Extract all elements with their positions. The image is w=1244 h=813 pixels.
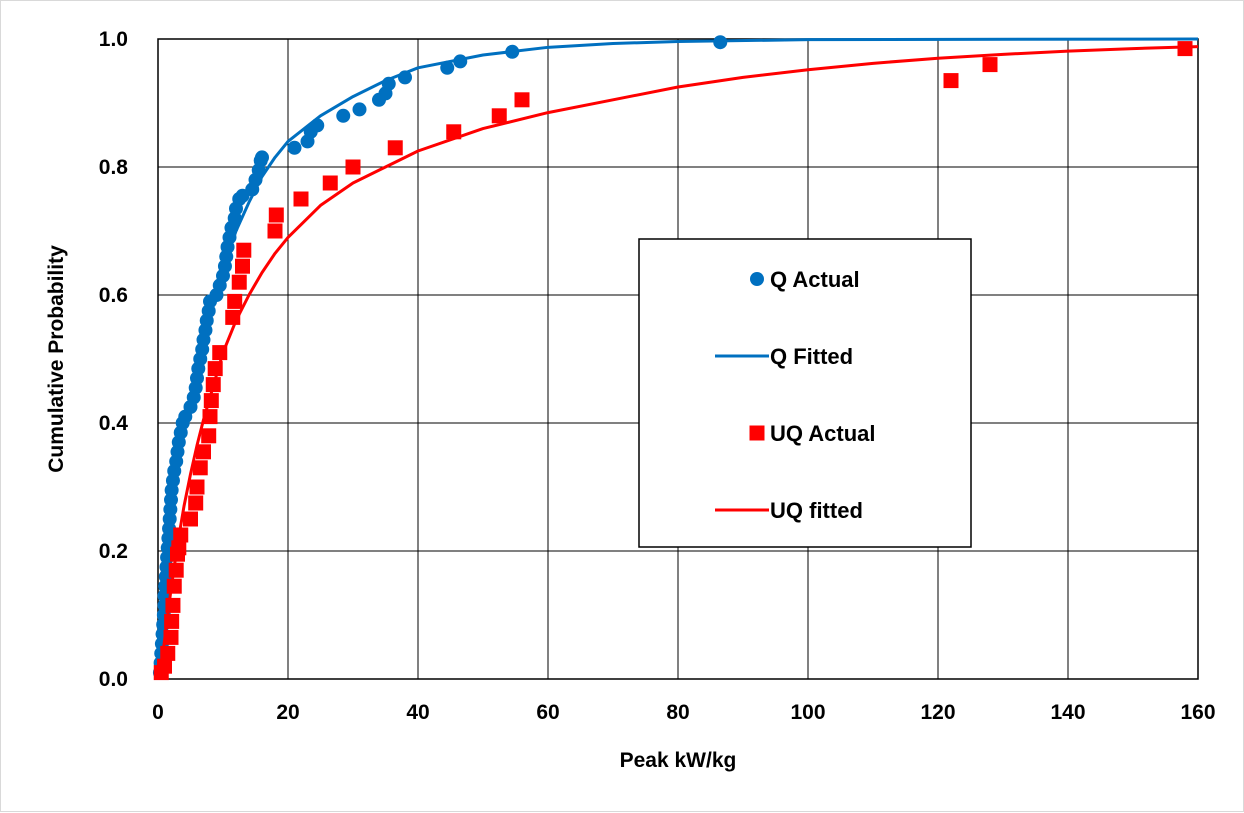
data-point (322, 175, 338, 191)
x-tick-label: 80 (666, 701, 689, 724)
x-axis-ticks: 0 20 40 60 80 100 120 140 160 (152, 701, 1215, 724)
data-point (188, 495, 204, 511)
data-point (514, 92, 530, 108)
data-point (166, 578, 182, 594)
y-tick-label: 0.4 (99, 412, 129, 435)
x-tick-label: 160 (1180, 701, 1215, 724)
y-tick-label: 0.6 (99, 284, 128, 307)
data-point (201, 428, 217, 444)
data-point (1177, 41, 1193, 57)
data-point (446, 124, 462, 140)
legend-label: UQ fitted (770, 498, 863, 523)
y-tick-label: 0.0 (99, 668, 128, 691)
data-point (231, 274, 247, 290)
legend-item: UQ Actual (749, 421, 876, 446)
legend-label: UQ Actual (770, 421, 876, 446)
legend-item: UQ fitted (715, 498, 863, 523)
data-point (287, 140, 302, 155)
data-point (163, 629, 179, 645)
data-point (196, 444, 211, 460)
data-point (236, 242, 252, 258)
series-3 (158, 45, 1199, 680)
legend-marker-swatch (749, 425, 765, 441)
y-axis-ticks: 0.0 0.2 0.4 0.6 0.8 1.0 (99, 28, 129, 691)
legend-label: Q Fitted (770, 344, 853, 369)
data-point (440, 60, 455, 75)
data-point (336, 108, 351, 123)
data-point (227, 293, 243, 309)
x-tick-label: 60 (536, 701, 559, 724)
data-point (293, 191, 309, 207)
x-axis-title: Peak kW/kg (620, 749, 737, 772)
series-layer (152, 35, 1199, 681)
plot-area-border (157, 38, 1199, 680)
data-point (192, 460, 208, 476)
data-point (255, 150, 269, 165)
legend-item: Q Actual (750, 267, 860, 292)
data-point (943, 73, 959, 89)
data-point (267, 223, 283, 239)
legend: Q Actual Q Fitted UQ Actual UQ fitted (638, 238, 972, 548)
data-point (157, 658, 172, 674)
data-point (345, 159, 361, 175)
y-tick-label: 0.2 (99, 540, 128, 563)
x-tick-label: 20 (276, 701, 299, 724)
legend-box (638, 238, 972, 548)
x-tick-label: 0 (152, 701, 164, 724)
data-point (168, 562, 184, 578)
y-tick-label: 0.8 (99, 156, 129, 179)
y-axis-title: Cumulative Probability (45, 245, 68, 473)
data-point (352, 102, 367, 117)
y-tick-label: 1.0 (99, 28, 128, 51)
data-point (183, 511, 198, 527)
data-point (189, 479, 205, 495)
data-point (268, 207, 284, 223)
data-point (491, 108, 507, 124)
x-tick-label: 120 (920, 701, 955, 724)
legend-label: Q Actual (770, 267, 860, 292)
legend-marker-swatch (750, 272, 764, 286)
series-1 (157, 37, 1199, 680)
data-point (982, 57, 998, 73)
data-point (387, 140, 403, 156)
data-point (235, 258, 250, 274)
x-tick-label: 140 (1050, 701, 1085, 724)
fitted-curve (158, 45, 1199, 680)
fitted-curve (157, 37, 1199, 680)
legend-item: Q Fitted (715, 344, 853, 369)
x-tick-label: 100 (790, 701, 825, 724)
x-tick-label: 40 (406, 701, 429, 724)
